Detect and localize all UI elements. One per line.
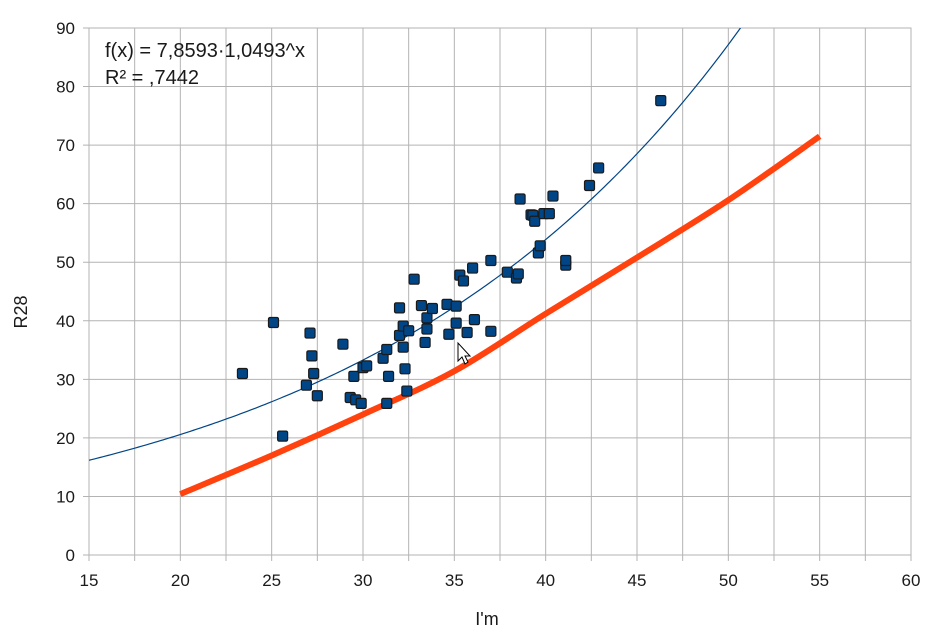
x-axis-label: I'm [475, 609, 498, 629]
data-point [311, 390, 323, 402]
data-point [382, 370, 395, 383]
tick-labels: 15 20 25 30 35 40 45 50 55 60 0 10 20 30 40 50 60 70 80 90 [56, 19, 920, 590]
data-point [393, 329, 406, 342]
data-point [361, 360, 373, 372]
x-tick-label: 60 [902, 571, 921, 590]
data-point [426, 302, 439, 315]
data-point [267, 316, 280, 329]
data-point [501, 266, 513, 278]
y-axis-label: R28 [11, 295, 31, 328]
plot-frame [88, 27, 912, 556]
data-point [393, 302, 406, 314]
x-tick-label: 50 [719, 571, 738, 590]
data-point [401, 385, 413, 397]
reference-curve [179, 133, 822, 497]
data-point [560, 254, 572, 267]
x-tick-label: 20 [171, 571, 190, 590]
data-point [421, 312, 433, 324]
data-point [534, 240, 546, 252]
data-point [450, 317, 462, 329]
data-point [306, 350, 318, 362]
data-point [583, 179, 596, 192]
data-point [457, 275, 470, 287]
data-point [514, 193, 526, 205]
y-tick-label: 40 [56, 312, 75, 331]
x-tick-label: 25 [262, 571, 281, 590]
data-point [419, 336, 431, 349]
data-point [399, 363, 411, 375]
y-tick-label: 20 [56, 429, 75, 448]
data-point [381, 343, 393, 356]
data-point [512, 268, 524, 280]
y-tick-label: 60 [56, 195, 75, 214]
y-tick-label: 50 [56, 253, 75, 272]
x-tick-label: 15 [80, 571, 99, 590]
data-point [461, 326, 473, 339]
data-point [441, 298, 453, 310]
data-point [543, 208, 555, 220]
data-point [236, 367, 249, 380]
data-points [236, 95, 667, 442]
y-tick-label: 90 [56, 19, 75, 38]
data-point [403, 325, 415, 337]
data-point [421, 323, 433, 335]
data-point [529, 215, 541, 227]
grid [83, 27, 912, 561]
data-point [655, 95, 667, 107]
data-point [355, 397, 367, 409]
y-tick-label: 10 [56, 487, 75, 506]
data-point [485, 325, 497, 337]
data-point [348, 370, 360, 383]
data-point [467, 262, 479, 274]
data-point [308, 367, 320, 380]
data-point [408, 273, 420, 285]
x-tick-label: 55 [810, 571, 829, 590]
data-point [443, 328, 455, 340]
trend-line [89, 28, 742, 461]
mouse-cursor-icon [457, 341, 472, 365]
x-tick-label: 35 [445, 571, 464, 590]
data-point [277, 430, 289, 442]
data-point [547, 190, 559, 202]
data-point [337, 338, 349, 350]
y-tick-label: 30 [56, 370, 75, 389]
r-squared: R² = ,7442 [105, 67, 199, 89]
data-point [450, 300, 462, 312]
x-tick-label: 45 [628, 571, 647, 590]
data-point [304, 327, 316, 339]
data-point [397, 341, 409, 353]
y-tick-label: 70 [56, 136, 75, 155]
y-tick-label: 80 [56, 78, 75, 97]
curves [89, 28, 822, 497]
x-tick-label: 30 [354, 571, 373, 590]
data-point [468, 314, 481, 326]
trend-equation: f(x) = 7,8593·1,0493^x [105, 40, 305, 62]
data-point [485, 254, 497, 267]
y-tick-label: 0 [66, 546, 75, 565]
data-point [381, 397, 393, 409]
x-tick-label: 40 [536, 571, 555, 590]
data-point [593, 162, 605, 174]
data-point [415, 299, 428, 312]
data-point [300, 379, 312, 391]
